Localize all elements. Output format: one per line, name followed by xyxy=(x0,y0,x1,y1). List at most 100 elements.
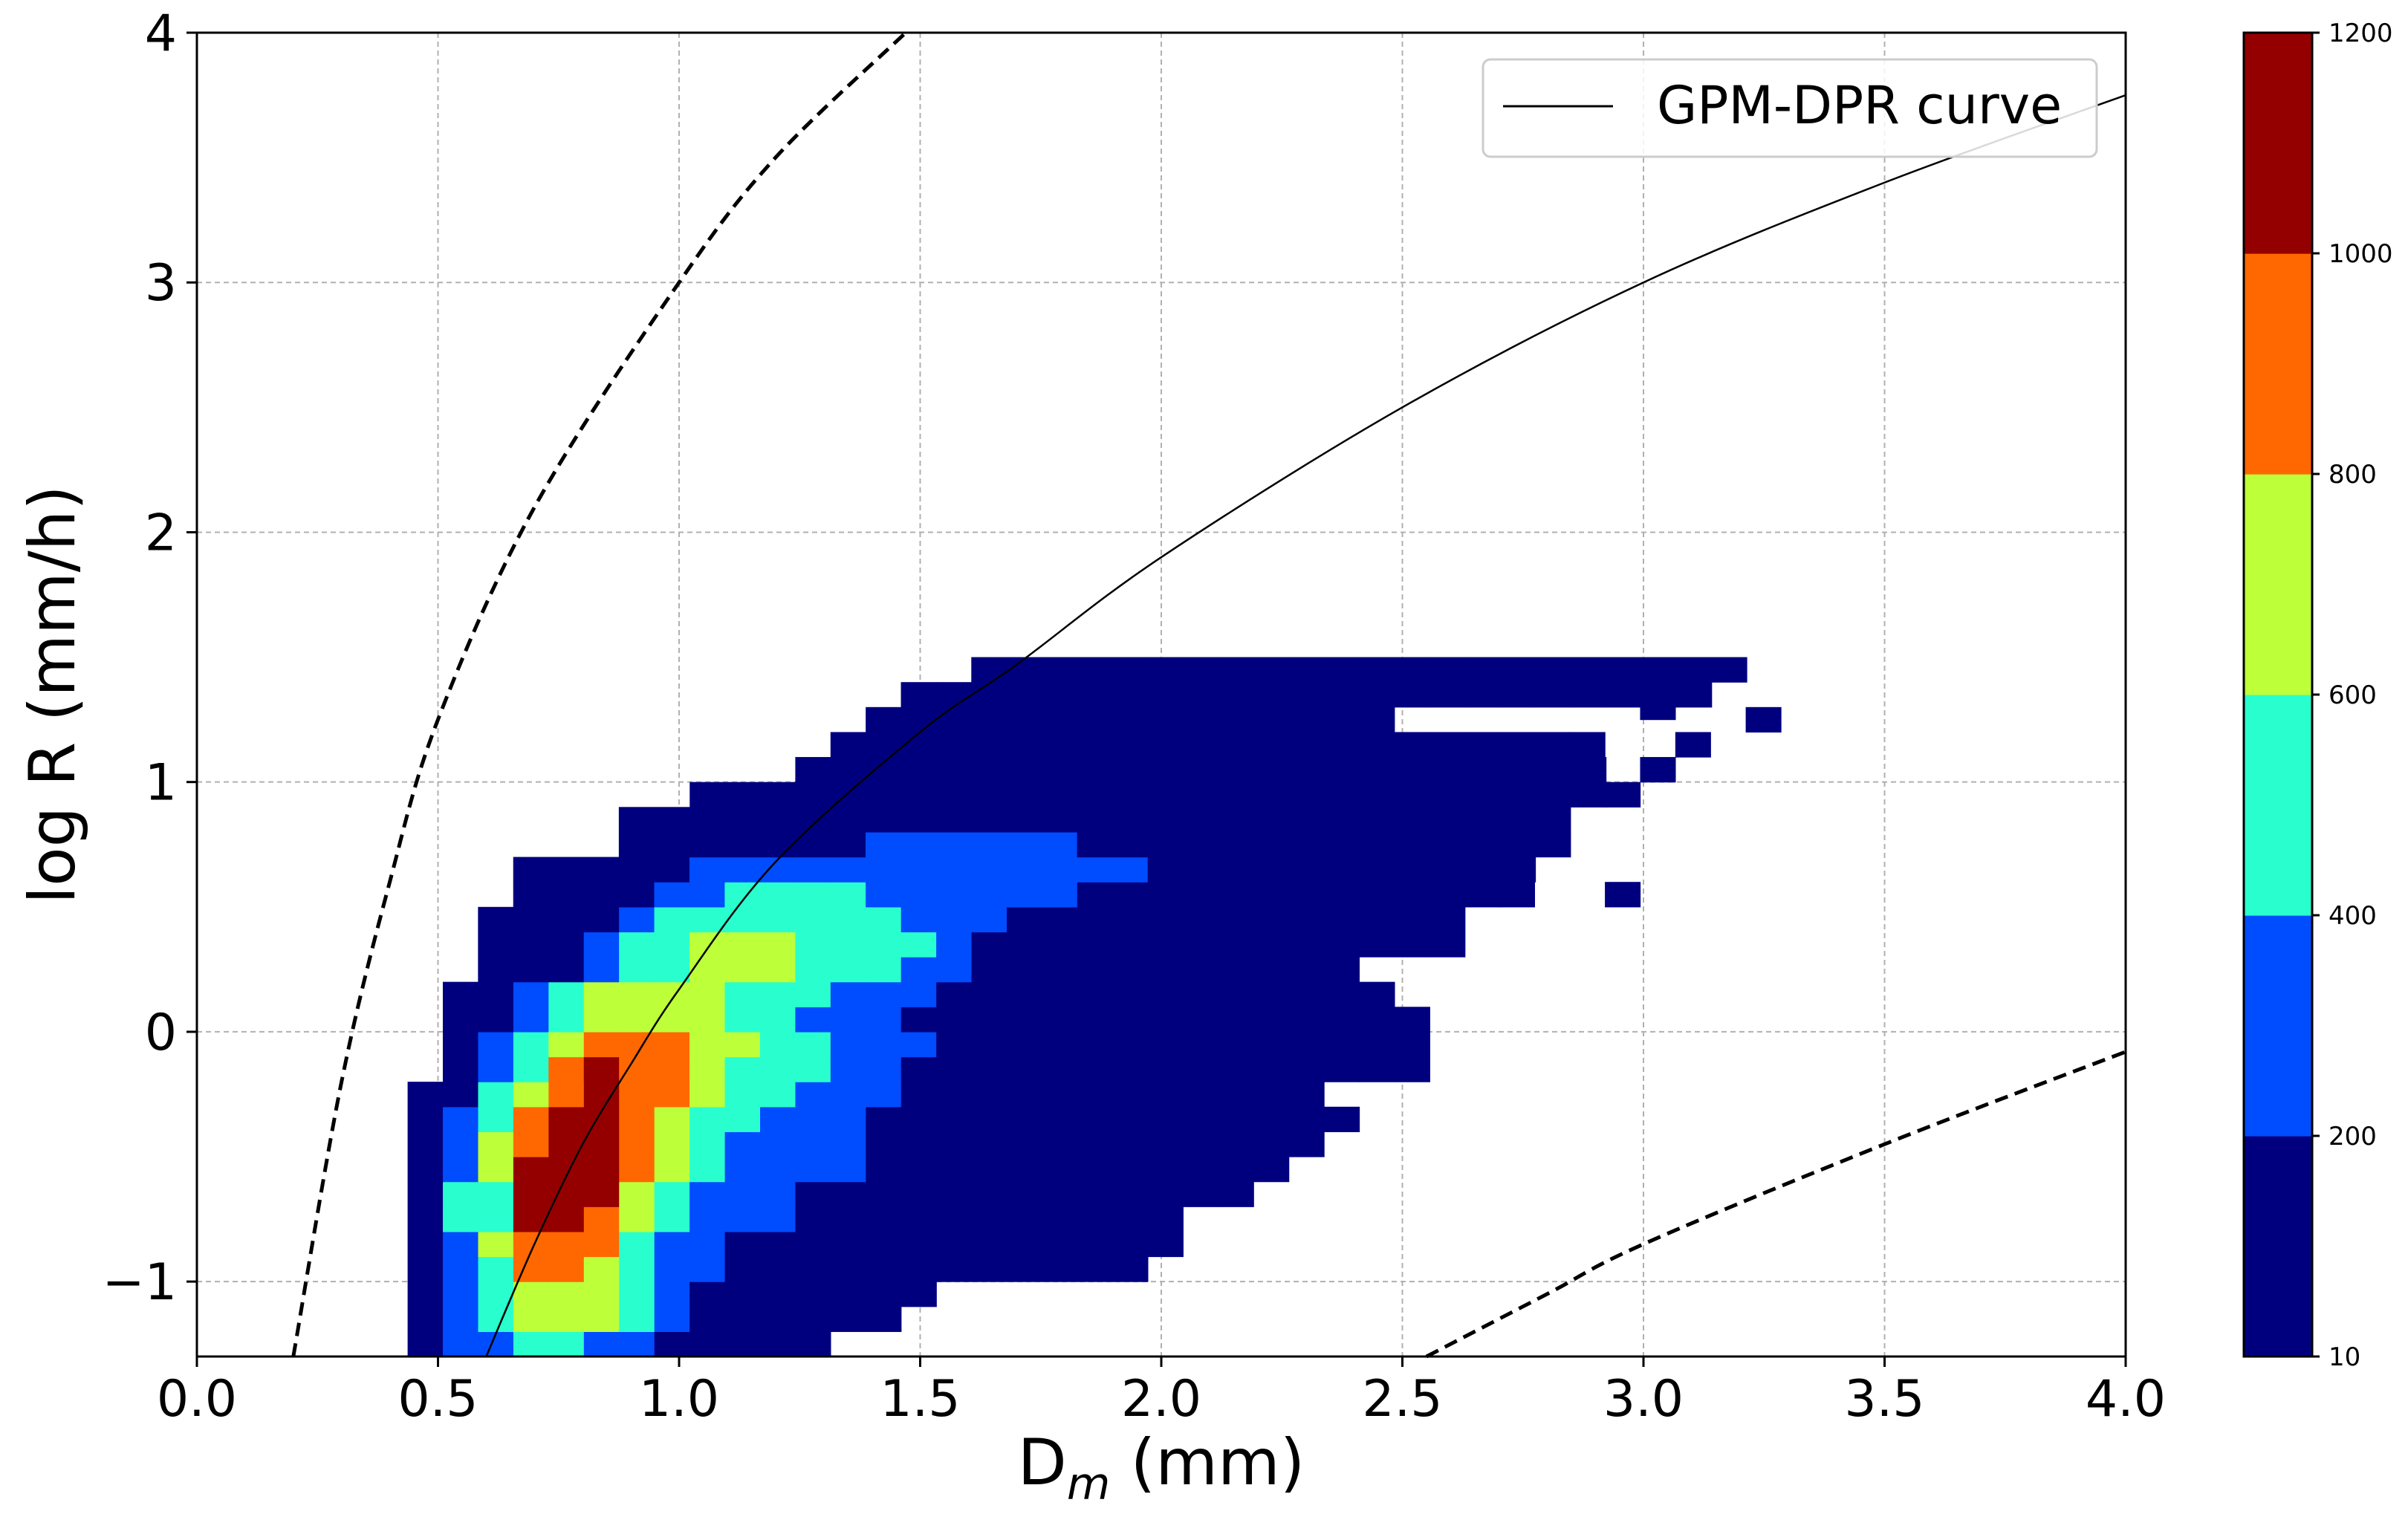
heatmap-cell xyxy=(1077,1056,1113,1082)
heatmap-cell xyxy=(1218,882,1254,908)
heatmap-cell xyxy=(548,906,585,933)
heatmap-cell xyxy=(443,1157,479,1183)
heatmap-cell xyxy=(1112,682,1149,708)
heatmap-cell xyxy=(1535,831,1571,858)
heatmap-cell xyxy=(760,1281,796,1307)
heatmap-cell xyxy=(1323,882,1360,908)
heatmap-cell xyxy=(1253,1007,1290,1033)
heatmap-cell xyxy=(1218,857,1254,883)
heatmap-cell xyxy=(1394,906,1430,933)
heatmap-cell xyxy=(936,1256,973,1282)
heatmap-cell xyxy=(830,1031,866,1058)
heatmap-cell xyxy=(1394,757,1430,783)
heatmap-cell xyxy=(1359,732,1395,758)
colorbar-tick-label: 1200 xyxy=(2329,19,2393,48)
heatmap-cell xyxy=(689,857,725,883)
heatmap-cell xyxy=(1006,706,1042,733)
heatmap-cell xyxy=(936,882,973,908)
heatmap-cell xyxy=(1007,1157,1043,1183)
heatmap-cell xyxy=(1147,757,1184,783)
heatmap-cell xyxy=(830,1106,866,1132)
heatmap-cell xyxy=(795,1056,831,1082)
heatmap-cell xyxy=(478,957,514,983)
heatmap-cell xyxy=(1042,782,1078,808)
heatmap-cell xyxy=(1745,706,1782,733)
heatmap-cell xyxy=(1218,782,1254,808)
heatmap-cell xyxy=(1253,706,1290,733)
heatmap-cell xyxy=(1218,906,1254,933)
heatmap-cell xyxy=(936,932,973,958)
heatmap-cell xyxy=(936,857,973,883)
heatmap-cell xyxy=(1042,1106,1078,1132)
heatmap-cell xyxy=(971,732,1007,758)
heatmap-cell xyxy=(1042,757,1078,783)
heatmap-cell xyxy=(971,1256,1007,1282)
heatmap-cell xyxy=(1429,932,1466,958)
heatmap-cell xyxy=(619,1306,655,1332)
heatmap-cell xyxy=(654,1281,690,1307)
heatmap-cell xyxy=(724,1181,761,1207)
heatmap-cell xyxy=(1042,857,1078,883)
heatmap-cell xyxy=(654,1007,690,1033)
heatmap-cell xyxy=(1500,857,1536,883)
x-axis: 0.0 0.5 1.0 1.5 2.0 2.5 3.0 3.5 4.0 xyxy=(157,1357,2166,1429)
heatmap-cell xyxy=(1077,831,1113,858)
heatmap-cell xyxy=(1007,1007,1043,1033)
heatmap-cell xyxy=(760,1131,796,1157)
heatmap-cell xyxy=(900,831,937,858)
heatmap-cell xyxy=(548,1157,585,1183)
heatmap-cell xyxy=(1359,857,1395,883)
heatmap-cell xyxy=(1675,732,1711,758)
heatmap-cell xyxy=(900,782,937,808)
colorbar-tick-label: 800 xyxy=(2329,460,2377,490)
heatmap-cell xyxy=(619,1281,655,1307)
heatmap-cell xyxy=(1077,957,1113,983)
heatmap-cell xyxy=(407,1131,444,1157)
heatmap-cell xyxy=(548,1181,585,1207)
heatmap-cell xyxy=(513,1331,549,1357)
heatmap-cell xyxy=(1077,981,1113,1007)
heatmap-cell xyxy=(513,957,549,983)
heatmap-cell xyxy=(619,1131,655,1157)
heatmap-cell xyxy=(1183,1106,1219,1132)
heatmap-cell xyxy=(548,1082,585,1108)
heatmap-cell xyxy=(724,782,761,808)
heatmap-cell xyxy=(513,1007,549,1033)
heatmap-cell xyxy=(795,1031,831,1058)
heatmap-cell xyxy=(759,981,796,1007)
heatmap-cell xyxy=(936,1056,973,1082)
heatmap-cell xyxy=(830,1231,866,1258)
heatmap-cell xyxy=(1288,882,1325,908)
heatmap-cell xyxy=(513,1157,549,1183)
heatmap-cell xyxy=(760,1256,796,1282)
heatmap-cell xyxy=(724,1007,761,1033)
heatmap-cell xyxy=(830,807,866,833)
heatmap-cell xyxy=(548,882,585,908)
y-axis: −1 0 1 2 3 4 xyxy=(103,4,197,1312)
heatmap-cell xyxy=(1499,807,1536,833)
heatmap-cell xyxy=(830,732,866,758)
heatmap-cell xyxy=(936,1231,973,1258)
heatmap-cell xyxy=(1007,1256,1043,1282)
heatmap-cell xyxy=(513,981,549,1007)
heatmap-cell xyxy=(795,782,831,808)
heatmap-cell xyxy=(1182,831,1218,858)
heatmap-cell xyxy=(548,932,585,958)
heatmap-cell xyxy=(760,1306,796,1332)
heatmap-cell xyxy=(1359,981,1395,1007)
heatmap-cell xyxy=(760,1082,796,1108)
heatmap-cell xyxy=(900,906,937,933)
heatmap-cell xyxy=(1359,757,1395,783)
heatmap-cell xyxy=(1218,831,1254,858)
heatmap-cell xyxy=(795,1206,831,1232)
heatmap-cell xyxy=(654,1131,690,1157)
heatmap-cell xyxy=(1288,706,1325,733)
heatmap-cell xyxy=(1147,706,1184,733)
heatmap-cell xyxy=(1147,1082,1184,1108)
heatmap-cell xyxy=(1112,1157,1149,1183)
heatmap-cell xyxy=(478,981,514,1007)
heatmap-cell xyxy=(1007,981,1043,1007)
heatmap-cell xyxy=(866,1181,902,1207)
heatmap-cell xyxy=(1147,957,1184,983)
heatmap-cell xyxy=(866,932,902,958)
